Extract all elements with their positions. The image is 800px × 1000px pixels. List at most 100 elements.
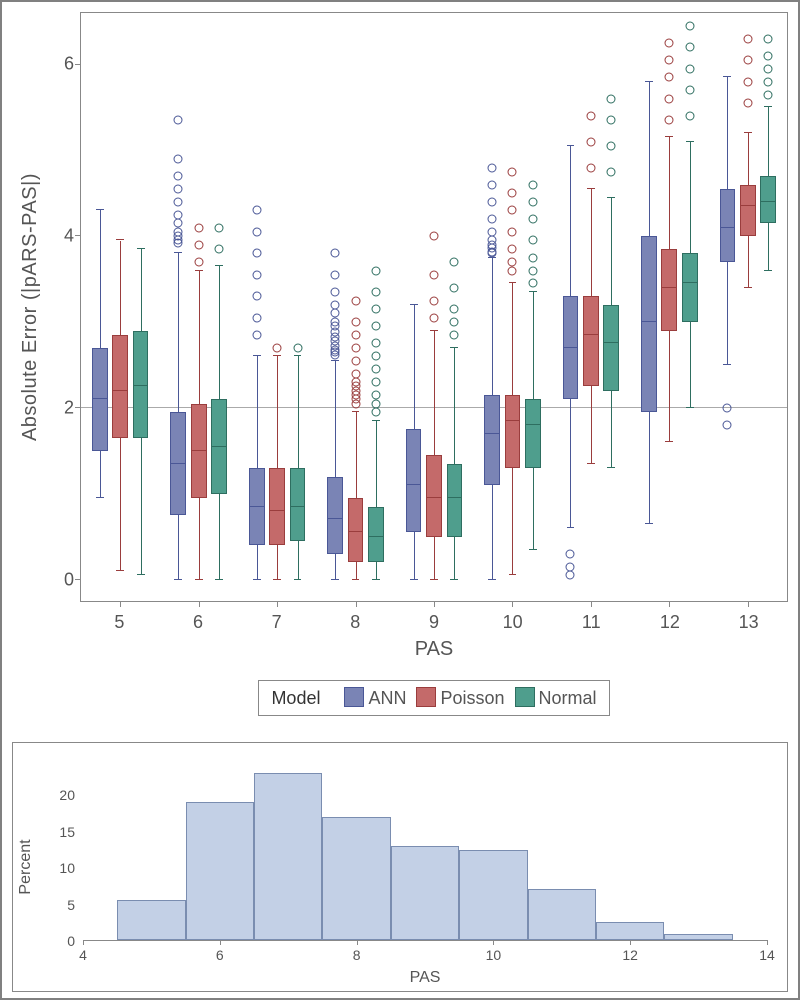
box: [368, 507, 384, 563]
whisker-cap: [723, 76, 731, 77]
outlier-marker: [371, 391, 380, 400]
median-line: [112, 390, 128, 391]
outlier-marker: [508, 206, 517, 215]
outlier-marker: [586, 163, 595, 172]
box: [760, 176, 776, 223]
outlier-marker: [331, 287, 340, 296]
outlier-marker: [743, 99, 752, 108]
outlier-marker: [743, 56, 752, 65]
outlier-marker: [252, 206, 261, 215]
outlier-marker: [331, 309, 340, 318]
median-line: [92, 398, 108, 399]
box: [191, 404, 207, 498]
outlier-marker: [665, 73, 674, 82]
whisker-cap: [723, 364, 731, 365]
whisker-cap: [116, 570, 124, 571]
outlier-marker: [174, 154, 183, 163]
whisker-cap: [352, 411, 360, 412]
median-line: [720, 227, 736, 228]
outlier-marker: [450, 318, 459, 327]
outlier-marker: [351, 296, 360, 305]
boxplot-y-tick: 2: [64, 398, 74, 419]
boxplot-y-tick: 4: [64, 225, 74, 246]
whisker-cap: [686, 141, 694, 142]
outlier-marker: [764, 90, 773, 99]
whisker-cap: [273, 579, 281, 580]
whisker-cap: [430, 330, 438, 331]
outlier-marker: [508, 189, 517, 198]
boxplot-x-tick: 10: [473, 602, 552, 638]
outlier-marker: [331, 249, 340, 258]
legend-swatch: [344, 687, 364, 707]
whisker-cap: [529, 549, 537, 550]
outlier-marker: [331, 270, 340, 279]
whisker-cap: [331, 579, 339, 580]
outlier-marker: [252, 227, 261, 236]
median-line: [740, 205, 756, 206]
whisker-cap: [607, 467, 615, 468]
boxplot-plot-wrap: Absolute Error (|pARS-PAS|) 0246: [12, 12, 788, 602]
median-line: [327, 518, 343, 519]
box: [112, 335, 128, 438]
outlier-marker: [508, 227, 517, 236]
outlier-marker: [371, 266, 380, 275]
histogram-x-tick: 4: [79, 947, 87, 963]
boxplot-x-tick: 7: [237, 602, 316, 638]
outlier-marker: [586, 137, 595, 146]
outlier-marker: [331, 318, 340, 327]
boxplot-y-axis-label: Absolute Error (|pARS-PAS|): [12, 12, 48, 602]
outlier-marker: [430, 296, 439, 305]
outlier-marker: [528, 266, 537, 275]
boxplot-y-tick: 6: [64, 53, 74, 74]
histogram-bar: [391, 846, 459, 940]
boxplot-x-tick: 8: [316, 602, 395, 638]
boxplot-x-ticks: 5678910111213: [12, 602, 788, 638]
whisker-cap: [410, 579, 418, 580]
outlier-marker: [528, 236, 537, 245]
outlier-marker: [252, 249, 261, 258]
median-line: [760, 201, 776, 202]
outlier-marker: [450, 257, 459, 266]
outlier-marker: [764, 64, 773, 73]
outlier-marker: [607, 116, 616, 125]
whisker-cap: [372, 579, 380, 580]
outlier-marker: [607, 167, 616, 176]
outlier-marker: [293, 343, 302, 352]
boxplot-x-tick: 9: [395, 602, 474, 638]
legend-item: Poisson: [416, 688, 504, 708]
box: [661, 249, 677, 331]
outlier-marker: [528, 180, 537, 189]
histogram-y-ticks: 05101520: [47, 759, 79, 941]
outlier-marker: [566, 549, 575, 558]
outlier-marker: [723, 403, 732, 412]
outlier-marker: [430, 232, 439, 241]
outlier-marker: [450, 283, 459, 292]
box: [327, 477, 343, 554]
outlier-marker: [371, 408, 380, 417]
box: [92, 348, 108, 451]
whisker-cap: [96, 209, 104, 210]
box: [682, 253, 698, 322]
outlier-marker: [351, 343, 360, 352]
outlier-marker: [252, 270, 261, 279]
outlier-marker: [174, 184, 183, 193]
outlier-marker: [685, 43, 694, 52]
outlier-marker: [351, 330, 360, 339]
outlier-marker: [194, 240, 203, 249]
whisker-cap: [195, 579, 203, 580]
outlier-marker: [488, 197, 497, 206]
outlier-marker: [331, 300, 340, 309]
outlier-marker: [665, 94, 674, 103]
outlier-marker: [743, 77, 752, 86]
outlier-marker: [488, 180, 497, 189]
outlier-marker: [508, 257, 517, 266]
whisker-cap: [509, 574, 517, 575]
outlier-marker: [528, 253, 537, 262]
outlier-marker: [528, 197, 537, 206]
histogram-bar: [528, 889, 596, 940]
boxplot-panel: Absolute Error (|pARS-PAS|) 0246 5678910…: [12, 12, 788, 732]
outlier-marker: [371, 352, 380, 361]
histogram-bar: [117, 900, 185, 940]
outlier-marker: [174, 197, 183, 206]
box: [563, 296, 579, 399]
